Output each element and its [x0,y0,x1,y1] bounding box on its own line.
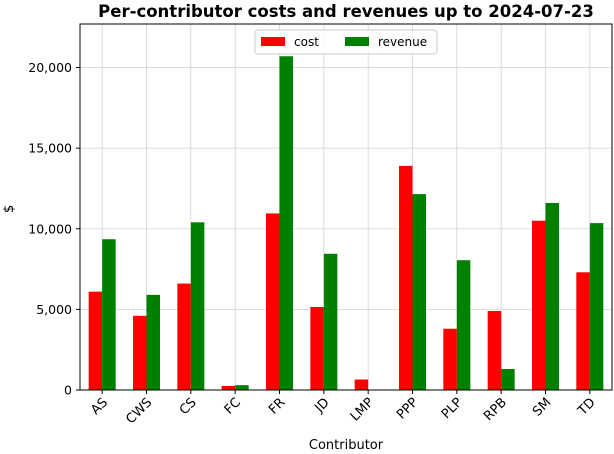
chart-title: Per-contributor costs and revenues up to… [98,2,594,21]
x-axis-label: Contributor [309,438,384,453]
y-tick-label: 5,000 [36,302,72,317]
legend-swatch-revenue [345,37,369,46]
bar-cost-as [88,291,103,390]
bar-revenue-rpb [501,369,515,390]
legend-swatch-cost [261,37,285,46]
bar-cost-cs [177,283,191,390]
bar-cost-sm [532,220,546,390]
bars [88,56,604,390]
bar-revenue-jd [323,253,338,390]
bar-cost-cws [133,315,147,390]
bar-cost-td [576,272,590,390]
bar-revenue-td [589,223,604,390]
bar-revenue-sm [545,202,559,390]
y-tick-label: 20,000 [28,60,72,75]
bar-revenue-fc [235,385,249,390]
x-tick-label: CS [177,395,200,418]
x-tick-label: TD [575,395,599,419]
x-tick-label: JD [312,395,333,416]
x-tick-label: AS [88,395,111,418]
plot-frame [79,23,613,391]
y-axis-ticks: 0 5,000 10,000 15,000 20,000 [28,60,80,398]
legend-label-cost: cost [294,35,319,49]
y-tick-label: 10,000 [28,221,72,236]
x-tick-label: LMP [348,395,377,424]
x-tick-label: SM [530,395,554,419]
legend: cost revenue [254,29,438,55]
x-tick-label: PPP [394,395,421,422]
bar-cost-plp [443,328,457,390]
bar-cost-ppp [399,165,413,390]
bar-cost-fr [266,213,280,390]
bar-revenue-ppp [412,194,426,390]
bar-cost-fc [221,385,236,390]
y-axis-label: $ [2,205,17,213]
bar-revenue-cs [190,222,205,390]
x-tick-label: CWS [123,395,155,427]
y-tick-label: 15,000 [28,141,72,156]
bar-revenue-fr [279,56,293,390]
x-tick-label: FR [266,395,288,417]
bar-cost-jd [310,306,324,390]
legend-label-revenue: revenue [378,35,427,49]
bar-revenue-cws [146,294,160,390]
bar-revenue-as [102,239,116,390]
bar-cost-lmp [354,379,369,390]
x-axis-ticks: AS CWS CS FC FR JD LMP PPP PLP RPB SM TD [88,390,599,427]
x-tick-label: PLP [439,395,466,422]
x-tick-label: FC [222,395,244,417]
y-tick-label: 0 [64,383,72,398]
bar-revenue-plp [456,260,471,390]
bar-cost-rpb [487,310,502,390]
x-tick-label: RPB [481,395,510,424]
